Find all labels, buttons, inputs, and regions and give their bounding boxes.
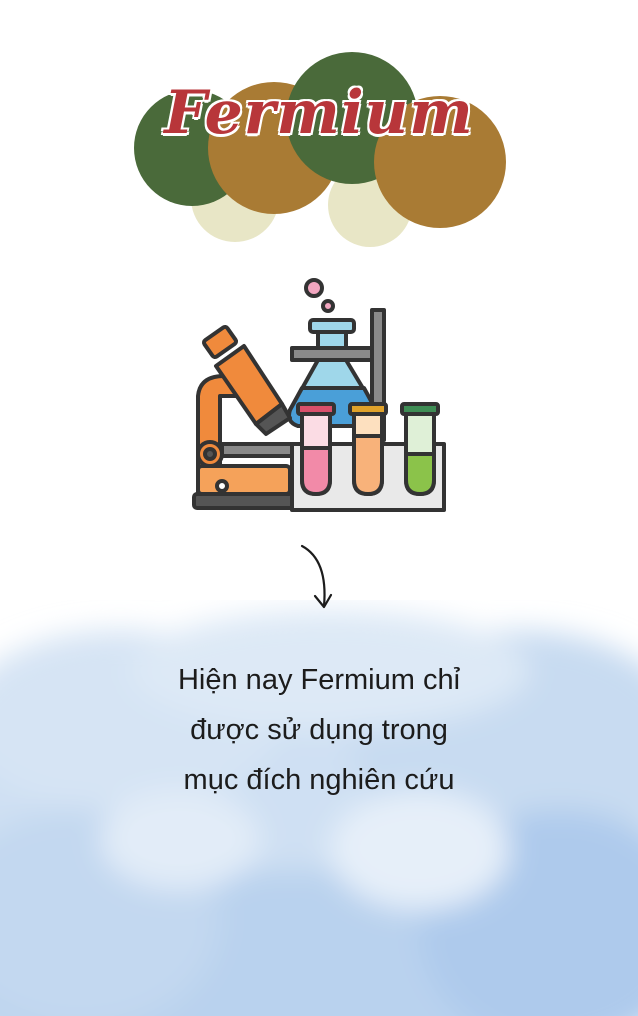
- caption-text: Hiện nay Fermium chỉ được sử dụng trong …: [0, 655, 638, 805]
- microscope-and-test-tubes-icon: [192, 278, 446, 512]
- title-circles-decoration: [134, 52, 506, 247]
- caption-line-2: được sử dụng trong: [190, 714, 448, 746]
- watercolor-background: [0, 610, 638, 1016]
- curved-down-arrow-icon: [300, 544, 333, 609]
- caption-line-1: Hiện nay Fermium chỉ: [177, 664, 461, 696]
- page-title: Fermium: [164, 78, 474, 148]
- brown-circle-right: [374, 96, 506, 228]
- caption-line-3: mục đích nghiên cứu: [183, 764, 455, 796]
